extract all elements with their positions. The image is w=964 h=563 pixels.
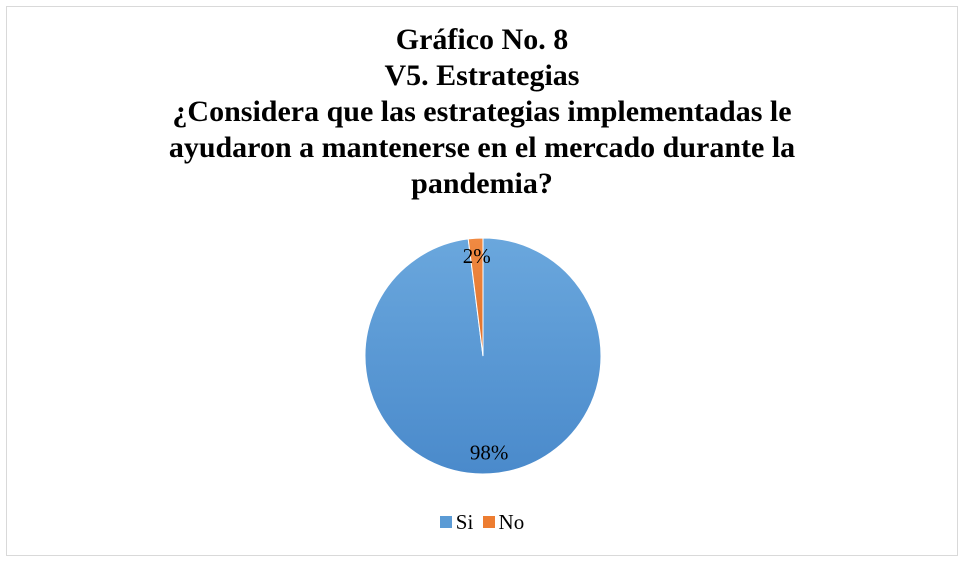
pie-label-no: 2% [463, 244, 491, 268]
title-line-1: Gráfico No. 8 [395, 23, 569, 56]
legend-item-si: Si [439, 510, 474, 534]
legend-label-si: Si [455, 510, 474, 534]
legend: Si No [0, 510, 964, 534]
title-line-5: pandemia? [411, 167, 553, 200]
title-line-3: ¿Considera que las estrategias implement… [172, 95, 792, 128]
title-line-2: V5. Estrategias [384, 59, 580, 92]
legend-swatch-si [439, 516, 452, 528]
legend-swatch-no [482, 516, 495, 528]
chart-title: Gráfico No. 8 V5. Estrategias ¿Considera… [0, 22, 964, 202]
legend-label-no: No [498, 510, 525, 534]
legend-item-no: No [482, 510, 525, 534]
pie-slice-no [467, 237, 484, 357]
title-line-4: ayudaron a mantenerse en el mercado dura… [168, 131, 796, 164]
pie-label-si: 98% [470, 441, 509, 465]
